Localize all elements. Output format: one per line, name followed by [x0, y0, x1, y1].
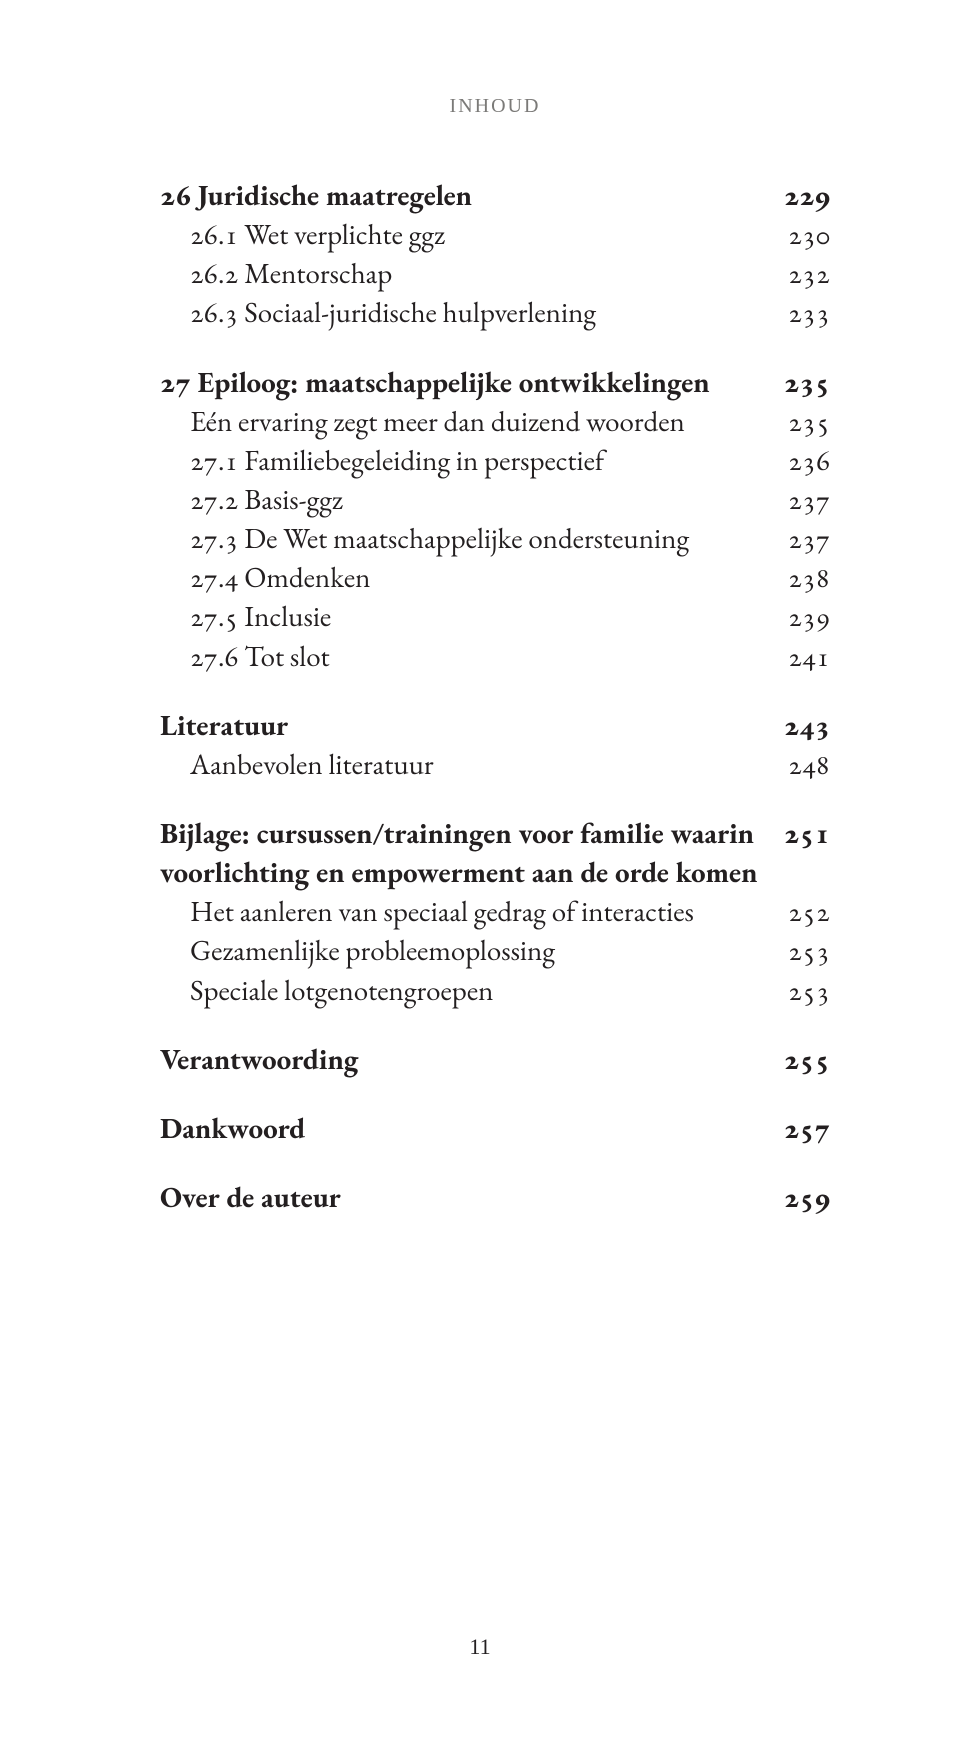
toc-entry: 27.5 Inclusie239: [160, 597, 830, 636]
toc-entry: Aanbevolen literatuur248: [160, 745, 830, 784]
toc-entry-page: 237: [768, 480, 830, 519]
toc-entry-label: Dankwoord: [160, 1109, 764, 1148]
toc-entry: Dankwoord257: [160, 1109, 830, 1148]
toc-entry-label: 27 Epiloog: maatschappelijke ontwikkelin…: [160, 363, 764, 402]
toc-entry-page: 238: [768, 558, 830, 597]
toc-entry: 26 Juridische maatregelen229: [160, 176, 830, 215]
toc-entry-page: 233: [768, 293, 830, 332]
toc-entry-label: Aanbevolen literatuur: [190, 745, 768, 784]
toc-entry: 27.4 Omdenken238: [160, 558, 830, 597]
toc-entry-label: 27.3 De Wet maatschappelijke ondersteuni…: [190, 519, 768, 558]
toc-entry-page: 259: [764, 1178, 830, 1217]
toc-entry-label: 26 Juridische maatregelen: [160, 176, 764, 215]
toc-entry-label: Verantwoording: [160, 1040, 764, 1079]
toc-entry-page: 230: [768, 215, 830, 254]
toc-entry-page: 235: [764, 363, 830, 402]
group-spacer: [160, 1010, 830, 1040]
toc-entry: Speciale lotgenotengroepen253: [160, 971, 830, 1010]
toc-entry: Literatuur243: [160, 706, 830, 745]
toc-entry: Gezamenlijke probleemoplossing253: [160, 931, 830, 970]
toc-entry: 26.2 Mentorschap232: [160, 254, 830, 293]
table-of-contents: 26 Juridische maatregelen22926.1 Wet ver…: [160, 176, 830, 1217]
toc-entry: Verantwoording255: [160, 1040, 830, 1079]
group-spacer: [160, 1148, 830, 1178]
group-spacer: [160, 1079, 830, 1109]
toc-entry: 26.1 Wet verplichte ggz230: [160, 215, 830, 254]
toc-entry: 26.3 Sociaal-juridische hulpverlening233: [160, 293, 830, 332]
toc-entry-page: 253: [768, 931, 830, 970]
toc-entry-page: 236: [768, 441, 830, 480]
toc-entry-page: 235: [768, 402, 830, 441]
toc-entry: Bijlage: cursussen/trainingen voor famil…: [160, 814, 830, 892]
page-number: 11: [0, 1634, 960, 1660]
toc-entry-page: 253: [768, 971, 830, 1010]
toc-entry-label: 27.4 Omdenken: [190, 558, 768, 597]
toc-entry: 27 Epiloog: maatschappelijke ontwikkelin…: [160, 363, 830, 402]
toc-entry: Over de auteur259: [160, 1178, 830, 1217]
toc-entry-label: 26.3 Sociaal-juridische hulpverlening: [190, 293, 768, 332]
toc-entry: Eén ervaring zegt meer dan duizend woord…: [160, 402, 830, 441]
toc-entry-label: Over de auteur: [160, 1178, 764, 1217]
toc-entry-label: 26.1 Wet verplichte ggz: [190, 215, 768, 254]
group-spacer: [160, 784, 830, 814]
toc-entry-page: 232: [768, 254, 830, 293]
toc-entry-page: 239: [768, 597, 830, 636]
toc-entry-label: Gezamenlijke probleemoplossing: [190, 931, 768, 970]
toc-entry: 27.1 Familiebegeleiding in perspectief23…: [160, 441, 830, 480]
toc-entry-page: 229: [764, 176, 830, 215]
group-spacer: [160, 676, 830, 706]
toc-entry-label: Literatuur: [160, 706, 764, 745]
toc-entry-page: 257: [764, 1109, 830, 1148]
toc-entry: Het aanleren van speciaal gedrag of inte…: [160, 892, 830, 931]
toc-entry-label: Eén ervaring zegt meer dan duizend woord…: [190, 402, 768, 441]
toc-entry-label: 27.6 Tot slot: [190, 637, 768, 676]
toc-entry-label: 27.2 Basis-ggz: [190, 480, 768, 519]
toc-entry-page: 241: [768, 637, 830, 676]
toc-entry-page: 243: [764, 706, 830, 745]
toc-entry-label: Bijlage: cursussen/trainingen voor famil…: [160, 814, 764, 892]
group-spacer: [160, 333, 830, 363]
toc-entry-page: 237: [768, 519, 830, 558]
toc-entry-page: 252: [768, 892, 830, 931]
toc-entry-label: 27.1 Familiebegeleiding in perspectief: [190, 441, 768, 480]
toc-entry: 27.6 Tot slot241: [160, 637, 830, 676]
toc-entry-page: 255: [764, 1040, 830, 1079]
toc-entry-label: Speciale lotgenotengroepen: [190, 971, 768, 1010]
toc-entry-label: Het aanleren van speciaal gedrag of inte…: [190, 892, 768, 931]
toc-entry-label: 26.2 Mentorschap: [190, 254, 768, 293]
toc-entry-page: 248: [768, 745, 830, 784]
toc-entry-page: 251: [764, 814, 830, 853]
toc-entry: 27.3 De Wet maatschappelijke ondersteuni…: [160, 519, 830, 558]
running-head: INHOUD: [160, 95, 830, 118]
toc-entry: 27.2 Basis-ggz237: [160, 480, 830, 519]
toc-entry-label: 27.5 Inclusie: [190, 597, 768, 636]
page: INHOUD 26 Juridische maatregelen22926.1 …: [0, 0, 960, 1760]
